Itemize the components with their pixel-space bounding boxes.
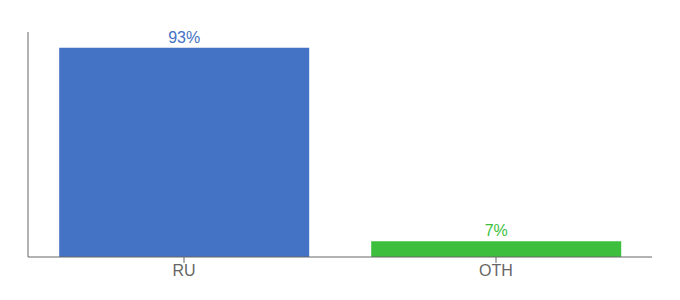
svg-text:OTH: OTH — [479, 262, 513, 279]
svg-text:RU: RU — [172, 262, 195, 279]
svg-text:7%: 7% — [485, 222, 508, 239]
svg-text:93%: 93% — [168, 29, 200, 46]
